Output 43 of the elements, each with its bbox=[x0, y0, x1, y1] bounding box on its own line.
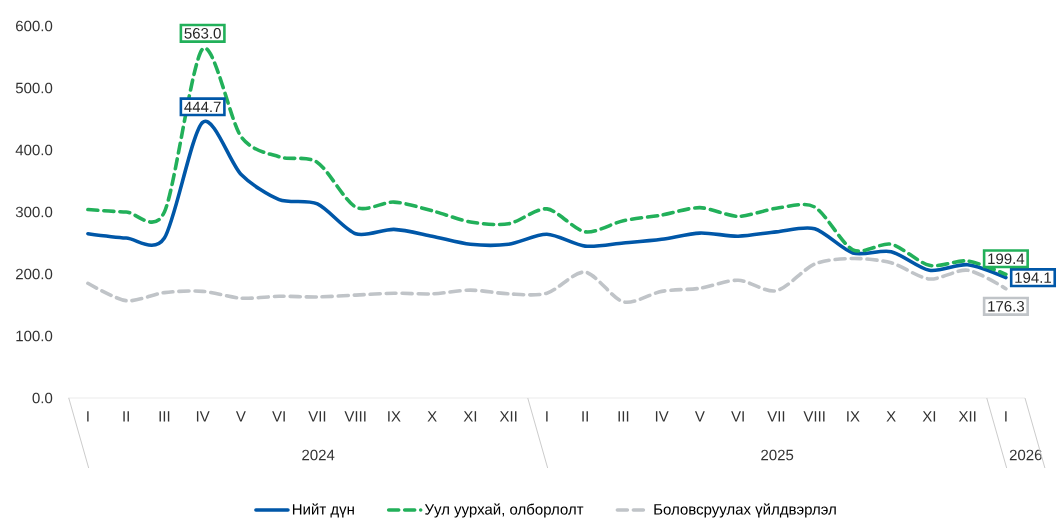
text: 2024 bbox=[302, 449, 335, 461]
x-tick-label: I bbox=[87, 411, 89, 422]
x-tick-label: V bbox=[235, 411, 246, 422]
y-tick-label: 300.0 bbox=[15, 206, 53, 218]
x-tick-label: X bbox=[886, 411, 896, 422]
y-tick-label: 600.0 bbox=[16, 20, 53, 32]
x-tick-label: XII bbox=[499, 411, 517, 422]
x-tick-label: XI bbox=[463, 411, 477, 422]
x-tick-label: I bbox=[1005, 411, 1007, 422]
x-tick-label: VI bbox=[731, 411, 744, 422]
x-tick-label: V bbox=[694, 411, 705, 422]
x-tick-label: IV bbox=[196, 411, 210, 422]
x-tick-label: VII bbox=[308, 411, 326, 422]
x-tick-label: IX bbox=[847, 411, 860, 422]
data-label: 176.3 bbox=[988, 301, 1024, 312]
data-label: 563.0 bbox=[184, 28, 221, 39]
x-tick-label: XI bbox=[922, 411, 936, 422]
y-tick-label: 500.0 bbox=[15, 82, 53, 94]
legend-label: Боловсруулах үйлдвэрлэл bbox=[654, 503, 836, 518]
x-tick-label: I bbox=[546, 411, 548, 422]
x-tick-label: II bbox=[582, 411, 588, 422]
x-tick-label: VII bbox=[767, 411, 785, 422]
legend-label: Уул уурхай, олборлолт bbox=[424, 503, 584, 518]
x-tick-label: III bbox=[618, 411, 629, 422]
x-tick-label: X bbox=[427, 411, 437, 422]
data-label: 199.4 bbox=[988, 253, 1025, 265]
data-label: 444.7 bbox=[184, 101, 221, 112]
text: 2026 bbox=[1009, 449, 1042, 461]
x-tick-label: VIII bbox=[344, 411, 366, 422]
y-tick-label: 0.0 bbox=[32, 392, 53, 404]
x-tick-label: XII bbox=[958, 411, 976, 422]
x-tick-label: IV bbox=[655, 411, 669, 422]
x-tick-label: VIII bbox=[803, 411, 825, 422]
text: 2025 bbox=[761, 449, 794, 461]
x-tick-label: IX bbox=[388, 411, 401, 422]
x-tick-label: VI bbox=[272, 411, 285, 422]
x-tick-label: II bbox=[123, 411, 129, 422]
y-tick-label: 100.0 bbox=[16, 330, 53, 342]
x-tick-label: III bbox=[159, 411, 170, 422]
y-tick-label: 200.0 bbox=[16, 268, 53, 280]
data-label: 194.1 bbox=[1015, 272, 1051, 283]
legend-label: Нийт дүн bbox=[292, 503, 354, 518]
y-tick-label: 400.0 bbox=[15, 144, 53, 156]
